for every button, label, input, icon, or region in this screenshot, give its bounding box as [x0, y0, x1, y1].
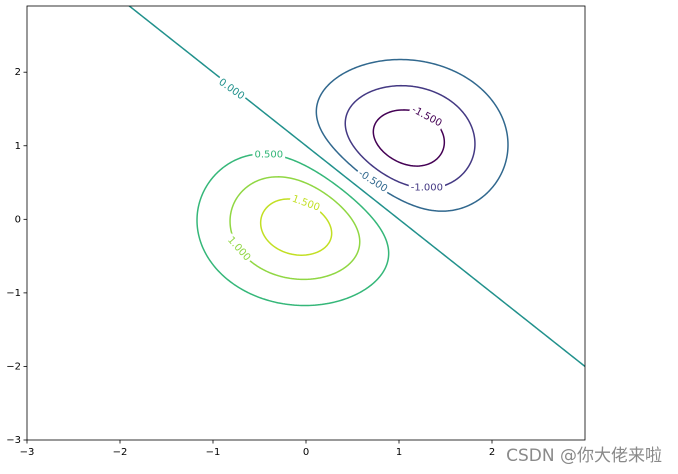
contour-label: -1.000 [411, 183, 443, 194]
y-tick-label: 0 [15, 214, 21, 225]
x-tick-label: 0 [303, 447, 309, 458]
watermark: CSDN @你大佬来啦 [506, 446, 662, 466]
y-tick-label: 2 [15, 67, 21, 78]
contour-label: 0.500 [254, 150, 283, 161]
contour-label-bg [214, 75, 248, 104]
y-tick-label: −3 [6, 435, 21, 446]
contour-label-bg [223, 233, 254, 265]
contour-label-bg [408, 103, 446, 131]
contour-label-bg [288, 192, 324, 215]
x-tick-label: −1 [206, 447, 221, 458]
x-tick-label: −3 [20, 447, 35, 458]
x-tick-label: −2 [113, 447, 128, 458]
contour-line [196, 153, 390, 307]
contour-label-bg [252, 149, 286, 161]
contour-line [315, 58, 509, 212]
contour-line [229, 176, 361, 281]
contour-label-bg [354, 167, 391, 196]
y-tick-label: −1 [6, 288, 21, 299]
contour-label-group: 0.500 [252, 149, 286, 161]
x-tick-label: 2 [489, 447, 495, 458]
contour-label-group: -1.000 [408, 182, 446, 194]
contour-label-bg [408, 182, 446, 194]
y-tick-label: 1 [15, 141, 21, 152]
x-tick-label: 1 [396, 447, 402, 458]
y-tick-label: −2 [6, 361, 21, 372]
